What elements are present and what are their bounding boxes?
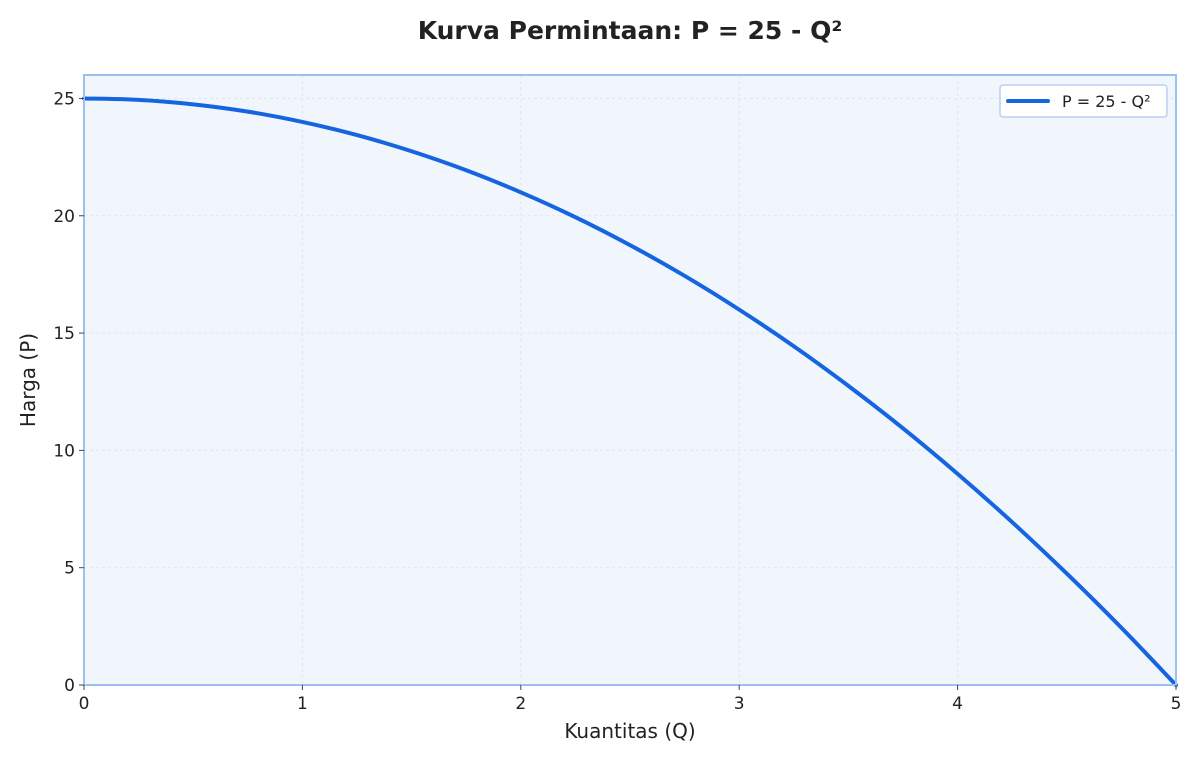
legend-label: P = 25 - Q² [1062, 92, 1151, 111]
y-axis-label: Harga (P) [16, 333, 40, 427]
y-tick-label: 10 [53, 441, 75, 461]
chart-title: Kurva Permintaan: P = 25 - Q² [418, 16, 843, 45]
x-axis-ticks: 0 1 2 3 4 5 [79, 685, 1182, 714]
x-axis-label: Kuantitas (Q) [564, 719, 695, 743]
x-tick-label: 1 [297, 694, 308, 714]
y-tick-label: 15 [53, 324, 75, 344]
series-line-0 [82, 96, 1178, 687]
x-tick-label: 2 [515, 694, 526, 714]
x-tick-label: 4 [952, 694, 963, 714]
y-tick-label: 25 [53, 89, 75, 109]
legend-box [999, 84, 1168, 118]
plot-border [83, 74, 1177, 686]
y-tick-label: 0 [64, 676, 75, 696]
y-tick-label: 5 [64, 559, 75, 579]
y-tick-label: 20 [53, 207, 75, 227]
x-tick-label: 3 [734, 694, 745, 714]
plot-area [84, 75, 1176, 685]
series-layer [82, 96, 1178, 687]
x-tick-label: 5 [1171, 694, 1182, 714]
y-axis-ticks: 0 5 10 15 20 25 [53, 89, 84, 696]
legend: P = 25 - Q² [999, 84, 1168, 118]
x-tick-label: 0 [79, 694, 90, 714]
